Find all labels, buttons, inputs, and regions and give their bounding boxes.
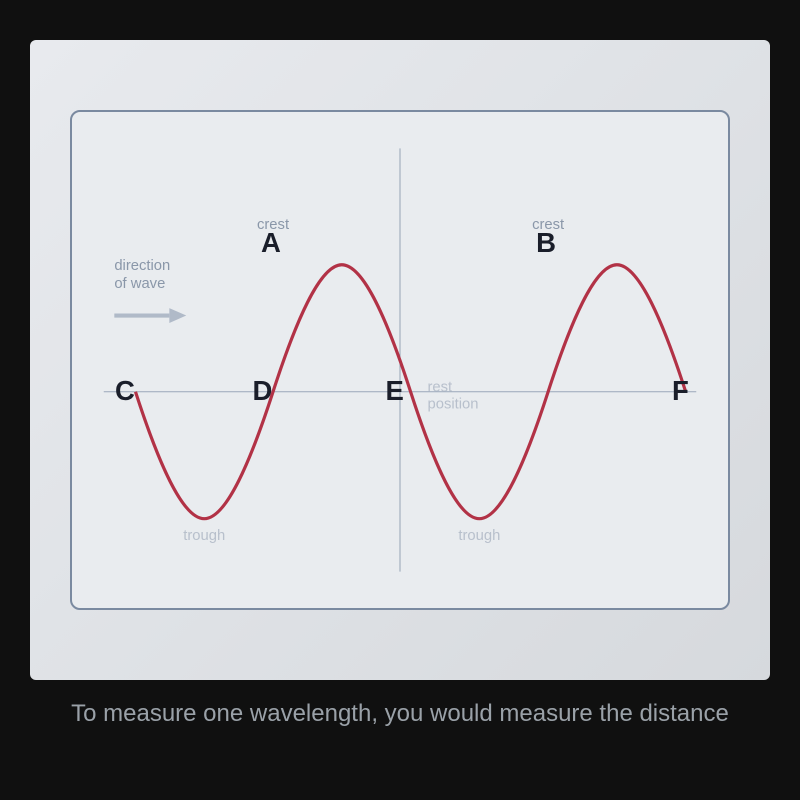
photo-frame: direction of wave crest crest rest posit… bbox=[30, 40, 770, 680]
direction-arrow-head bbox=[169, 308, 186, 323]
point-f: F bbox=[672, 375, 689, 406]
point-c: C bbox=[115, 375, 135, 406]
diagram-panel: direction of wave crest crest rest posit… bbox=[70, 110, 730, 610]
direction-label-2: of wave bbox=[114, 276, 165, 292]
caption-text: To measure one wavelength, you would mea… bbox=[0, 700, 800, 728]
point-d: D bbox=[253, 375, 273, 406]
trough-label-1: trough bbox=[183, 528, 225, 544]
direction-label-1: direction bbox=[114, 258, 170, 274]
wave-diagram: direction of wave crest crest rest posit… bbox=[72, 112, 728, 608]
point-e: E bbox=[386, 375, 404, 406]
rest-label-2: position bbox=[428, 397, 479, 413]
point-b: B bbox=[536, 227, 556, 258]
point-a: A bbox=[261, 227, 281, 258]
trough-label-2: trough bbox=[458, 528, 500, 544]
rest-label-1: rest bbox=[428, 380, 453, 396]
